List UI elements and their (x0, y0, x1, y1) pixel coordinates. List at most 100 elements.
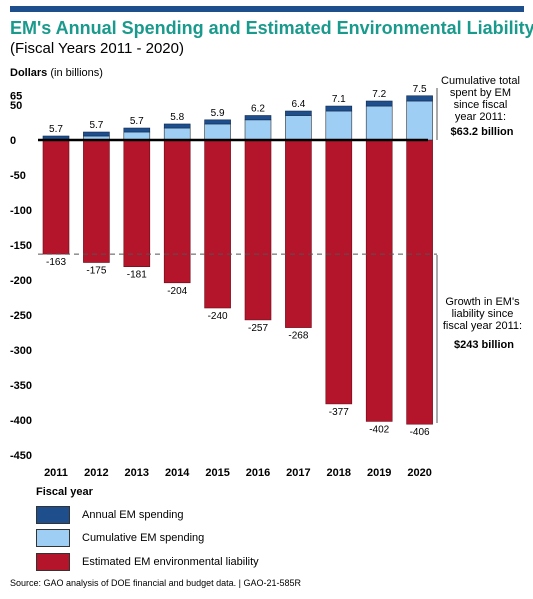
x-tick-label: 2019 (367, 467, 391, 479)
liability-value-label: -268 (288, 331, 308, 342)
cumulative-bar (244, 119, 272, 141)
spending-annotation-line-3: since fiscal (454, 99, 508, 111)
annual-value-label: 5.7 (49, 124, 63, 135)
legend-swatch-liability (36, 553, 70, 571)
header-rule (10, 6, 524, 12)
x-tick-label: 2016 (246, 467, 270, 479)
x-tick-label: 2015 (205, 467, 229, 479)
liability-bar (204, 139, 231, 309)
cumulative-bar (204, 123, 231, 141)
y-tick-label: -450 (10, 450, 32, 462)
y-tick-label: -150 (10, 240, 32, 252)
liability-value-label: -377 (329, 407, 349, 418)
x-tick-label: 2012 (84, 467, 108, 479)
annual-value-label: 7.1 (332, 94, 346, 105)
annual-bar (244, 115, 272, 121)
y-axis-title-units: (in billions) (47, 67, 103, 79)
liability-value-label: -163 (46, 257, 66, 268)
annual-bar (123, 127, 151, 133)
x-tick-label: 2018 (327, 467, 351, 479)
y-tick-label: -50 (10, 170, 26, 182)
x-axis-ticks: 2011 2012 2013 2014 2015 2016 2017 2018 2019 2020 (44, 467, 432, 479)
liability-bar (325, 139, 353, 405)
cumulative-bar (406, 100, 433, 141)
y-tick-label: 0 (10, 135, 16, 147)
y-axis-title-main: Dollars (10, 67, 47, 79)
spending-annotation-line-2: spent by EM (450, 87, 511, 99)
legend-label-cumulative: Cumulative EM spending (82, 532, 205, 544)
cumulative-bar (325, 110, 353, 141)
legend-swatch-annual (36, 506, 70, 524)
y-tick-label: 65 (10, 91, 22, 103)
liability-annotation-line-2: liability since (452, 308, 514, 320)
annual-value-label: 6.2 (251, 104, 265, 115)
chart-title: EM's Annual Spending and Estimated Envir… (10, 18, 533, 38)
annual-bar (365, 100, 393, 107)
liability-value-label: -257 (248, 323, 268, 334)
spending-annotation-line-4: year 2011: (455, 111, 506, 123)
liability-bar (365, 139, 393, 422)
cumulative-bar (163, 127, 191, 141)
y-tick-label: -100 (10, 205, 32, 217)
annual-bar (325, 105, 353, 112)
annual-value-label: 7.2 (372, 89, 386, 100)
legend-label-liability: Estimated EM environmental liability (82, 556, 259, 568)
liability-bar (163, 139, 191, 284)
liability-value-label: -240 (208, 311, 228, 322)
data-labels-group: 5.7 -163 5.7 -175 5.7 -181 5.8 -204 5.9 -240 6.2 -2… (46, 84, 430, 438)
annual-value-label: 5.9 (211, 108, 225, 119)
legend-item-liability: Estimated EM environmental liability (36, 552, 259, 572)
liability-value-label: -402 (369, 424, 389, 435)
liability-value-label: -204 (167, 286, 187, 297)
annual-value-label: 7.5 (413, 84, 427, 95)
annual-value-label: 5.7 (89, 120, 103, 131)
y-tick-label: -350 (10, 380, 32, 392)
cumulative-bar (365, 105, 393, 141)
annual-bar (285, 110, 312, 116)
annual-bar (83, 131, 110, 137)
y-tick-label: -200 (10, 275, 32, 287)
annual-bar (163, 123, 191, 129)
liability-annotation-line-1: Growth in EM's (445, 296, 520, 308)
liability-annotation: Growth in EM's liability since fiscal ye… (443, 296, 525, 351)
legend-item-cumulative: Cumulative EM spending (36, 528, 204, 548)
liability-annotation-total: $243 billion (454, 339, 514, 351)
annual-value-label: 5.8 (170, 112, 184, 123)
liability-bar (285, 139, 312, 328)
x-tick-label: 2014 (165, 467, 190, 479)
liability-bar (406, 139, 433, 425)
liability-bar (83, 139, 110, 263)
bars-group (42, 95, 433, 425)
x-tick-label: 2020 (407, 467, 431, 479)
x-axis-title: Fiscal year (36, 486, 94, 498)
liability-value-label: -406 (410, 427, 430, 438)
x-tick-label: 2013 (125, 467, 149, 479)
y-tick-label: -400 (10, 415, 32, 427)
liability-value-label: -175 (86, 266, 106, 277)
x-tick-label: 2017 (286, 467, 310, 479)
liability-value-label: -181 (127, 270, 147, 281)
y-tick-label: 50 (10, 100, 22, 112)
annual-bar (204, 119, 231, 125)
y-tick-label: -250 (10, 310, 32, 322)
annual-bar (406, 95, 433, 102)
spending-annotation-total: $63.2 billion (451, 126, 514, 138)
source-note: Source: GAO analysis of DOE financial an… (10, 578, 301, 588)
liability-annotation-line-3: fiscal year 2011: (443, 320, 522, 332)
legend-item-annual: Annual EM spending (36, 505, 184, 525)
chart-subtitle: (Fiscal Years 2011 - 2020) (10, 40, 184, 57)
y-tick-label: -300 (10, 345, 32, 357)
spending-annotation-line-1: Cumulative total (441, 75, 520, 87)
liability-bar (244, 139, 272, 321)
legend-label-annual: Annual EM spending (82, 509, 184, 521)
y-axis-title: Dollars (in billions) (10, 67, 103, 79)
x-tick-label: 2011 (44, 467, 68, 479)
legend-swatch-cumulative (36, 529, 70, 547)
cumulative-bar (285, 115, 312, 141)
annual-value-label: 5.7 (130, 116, 144, 127)
spending-annotation: Cumulative total spent by EM since fisca… (441, 75, 523, 138)
annual-value-label: 6.4 (291, 99, 305, 110)
liability-bar (42, 139, 70, 255)
